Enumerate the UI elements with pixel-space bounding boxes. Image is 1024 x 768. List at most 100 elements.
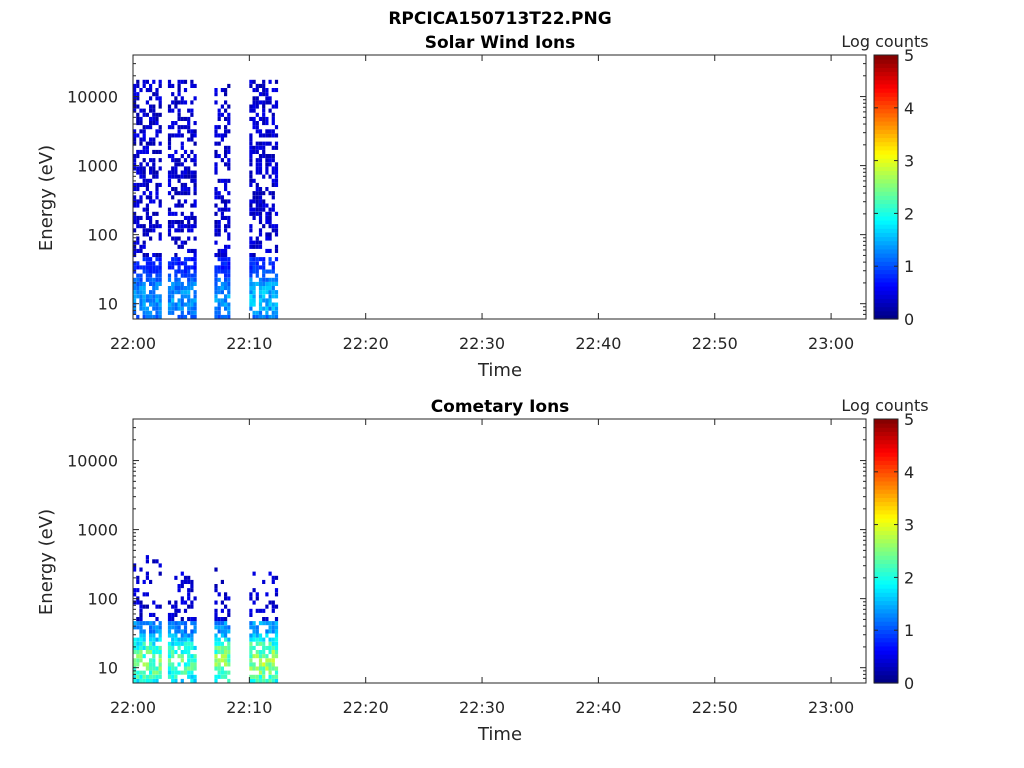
heatmap-cell	[214, 641, 218, 646]
colorbar-segment	[874, 137, 898, 143]
heatmap-cell	[149, 625, 153, 630]
heatmap-cell	[149, 678, 153, 683]
heatmap-cell	[145, 314, 149, 319]
heatmap-cell	[180, 145, 184, 150]
heatmap-cell	[177, 302, 181, 307]
heatmap-cell	[187, 617, 191, 622]
heatmap-cell	[180, 621, 184, 626]
heatmap-cell	[136, 248, 140, 253]
heatmap-cell	[180, 96, 184, 101]
heatmap-cell	[177, 625, 181, 630]
heatmap-cell	[193, 182, 197, 187]
heatmap-cell	[155, 92, 159, 97]
heatmap-cell	[227, 220, 231, 225]
heatmap-cell	[158, 310, 162, 315]
heatmap-cell	[171, 83, 175, 88]
heatmap-cell	[158, 129, 162, 134]
heatmap-cell	[262, 678, 266, 683]
heatmap-cell	[193, 191, 197, 196]
heatmap-cell	[255, 182, 259, 187]
heatmap-cell	[158, 298, 162, 303]
heatmap-cell	[149, 116, 153, 121]
heatmap-cell	[252, 298, 256, 303]
colorbar-segment	[874, 88, 898, 93]
heatmap-cell	[217, 207, 221, 212]
heatmap-cell	[255, 654, 259, 659]
heatmap-cell	[139, 633, 143, 638]
heatmap-cell	[133, 182, 137, 187]
heatmap-cell	[183, 294, 188, 299]
colorbar-segment	[874, 59, 898, 64]
heatmap-cell	[268, 641, 272, 646]
heatmap-cell	[133, 195, 137, 200]
heatmap-cell	[149, 125, 153, 130]
heatmap-cell	[224, 302, 228, 307]
heatmap-cell	[258, 187, 263, 192]
heatmap-cell	[214, 265, 218, 270]
heatmap-cell	[174, 149, 178, 154]
heatmap-cell	[258, 678, 263, 683]
colorbar-segment	[874, 588, 898, 593]
heatmap-cell	[133, 141, 137, 146]
heatmap-cell	[177, 178, 181, 183]
heatmap-cell	[183, 125, 188, 130]
heatmap-cell	[258, 116, 263, 121]
heatmap-cell	[180, 306, 184, 311]
heatmap-cell	[271, 678, 275, 683]
heatmap-cell	[177, 588, 181, 593]
heatmap-cell	[133, 240, 137, 245]
heatmap-cell	[177, 257, 181, 262]
colorbar-segment	[874, 480, 898, 486]
heatmap-cell	[214, 662, 218, 667]
heatmap-cell	[190, 277, 194, 282]
heatmap-cell	[171, 257, 175, 262]
heatmap-cell	[224, 187, 228, 192]
heatmap-cell	[262, 112, 266, 117]
heatmap-cell	[149, 310, 153, 315]
colorbar-segment	[874, 277, 898, 283]
heatmap-cell	[265, 633, 269, 638]
heatmap-cell	[255, 269, 259, 274]
heatmap-cell	[152, 116, 156, 121]
heatmap-cell	[217, 232, 221, 237]
heatmap-cell	[249, 650, 253, 655]
heatmap-cell	[174, 306, 178, 311]
heatmap-cell	[252, 149, 256, 154]
heatmap-cell	[142, 641, 146, 646]
heatmap-cell	[252, 79, 256, 84]
heatmap-cell	[152, 678, 156, 683]
heatmap-cell	[193, 658, 197, 663]
heatmap-cell	[155, 625, 159, 630]
heatmap-cell	[258, 141, 263, 146]
heatmap-cell	[177, 641, 181, 646]
heatmap-cell	[174, 612, 178, 617]
heatmap-cell	[158, 670, 162, 675]
heatmap-cell	[139, 215, 143, 220]
plot-border	[132, 418, 867, 684]
heatmap-cell	[177, 162, 181, 167]
heatmap-cell	[217, 629, 221, 634]
heatmap-cell	[152, 228, 156, 233]
heatmap-cell	[190, 133, 194, 138]
heatmap-cell	[262, 116, 266, 121]
heatmap-cell	[265, 166, 269, 171]
colorbar-segment	[874, 286, 898, 291]
heatmap-cell	[133, 244, 137, 249]
heatmap-cell	[187, 604, 191, 609]
heatmap-cell	[268, 154, 272, 159]
heatmap-cell	[271, 286, 275, 291]
heatmap-cell	[268, 269, 272, 274]
heatmap-cell	[136, 273, 140, 278]
heatmap-cell	[214, 162, 218, 167]
heatmap-cell	[180, 294, 184, 299]
x-tick-label: 23:00	[808, 334, 854, 353]
heatmap-cell	[171, 92, 175, 97]
heatmap-cell	[142, 129, 146, 134]
heatmap-cell	[252, 269, 256, 274]
x-tick-label: 22:10	[226, 334, 272, 353]
heatmap-cell	[139, 88, 143, 93]
heatmap-cell	[271, 662, 275, 667]
heatmap-cell	[187, 236, 191, 241]
heatmap-cell	[249, 240, 253, 245]
heatmap-cell	[252, 145, 256, 150]
